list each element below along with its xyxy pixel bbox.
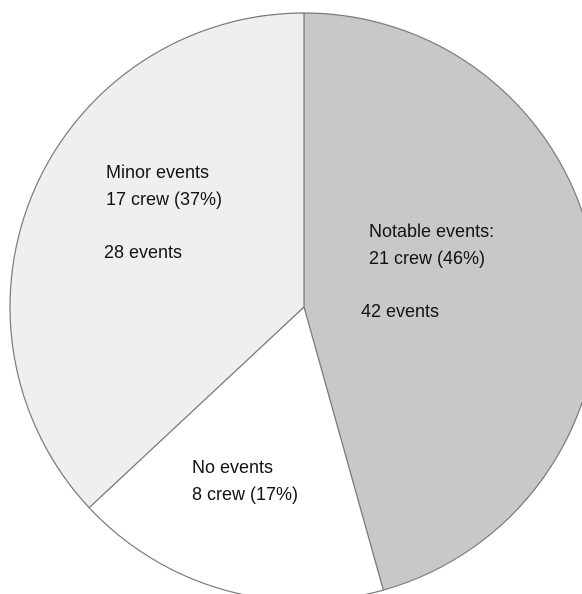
slice-label-none-crew: 8 crew (17%) xyxy=(192,484,298,504)
slice-label-minor-name: Minor events xyxy=(106,162,209,182)
slice-label-notable-events: 42 events xyxy=(361,301,439,321)
label-group-notable: Notable events: 21 crew (46%) 42 events xyxy=(361,221,494,321)
slice-label-minor-crew: 17 crew (37%) xyxy=(106,189,222,209)
slice-label-none-name: No events xyxy=(192,457,273,477)
slice-label-minor-events: 28 events xyxy=(104,242,182,262)
label-group-minor: Minor events 17 crew (37%) 28 events xyxy=(104,162,222,262)
pie-slice-no-events xyxy=(88,305,385,594)
slice-label-notable-crew: 21 crew (46%) xyxy=(369,248,485,268)
slice-label-notable-name: Notable events: xyxy=(369,221,494,241)
pie-slice-notable-events xyxy=(303,12,582,591)
pie-slice-minor-events xyxy=(9,12,305,509)
pie-slices xyxy=(9,12,582,594)
label-group-none: No events 8 crew (17%) xyxy=(192,457,298,504)
